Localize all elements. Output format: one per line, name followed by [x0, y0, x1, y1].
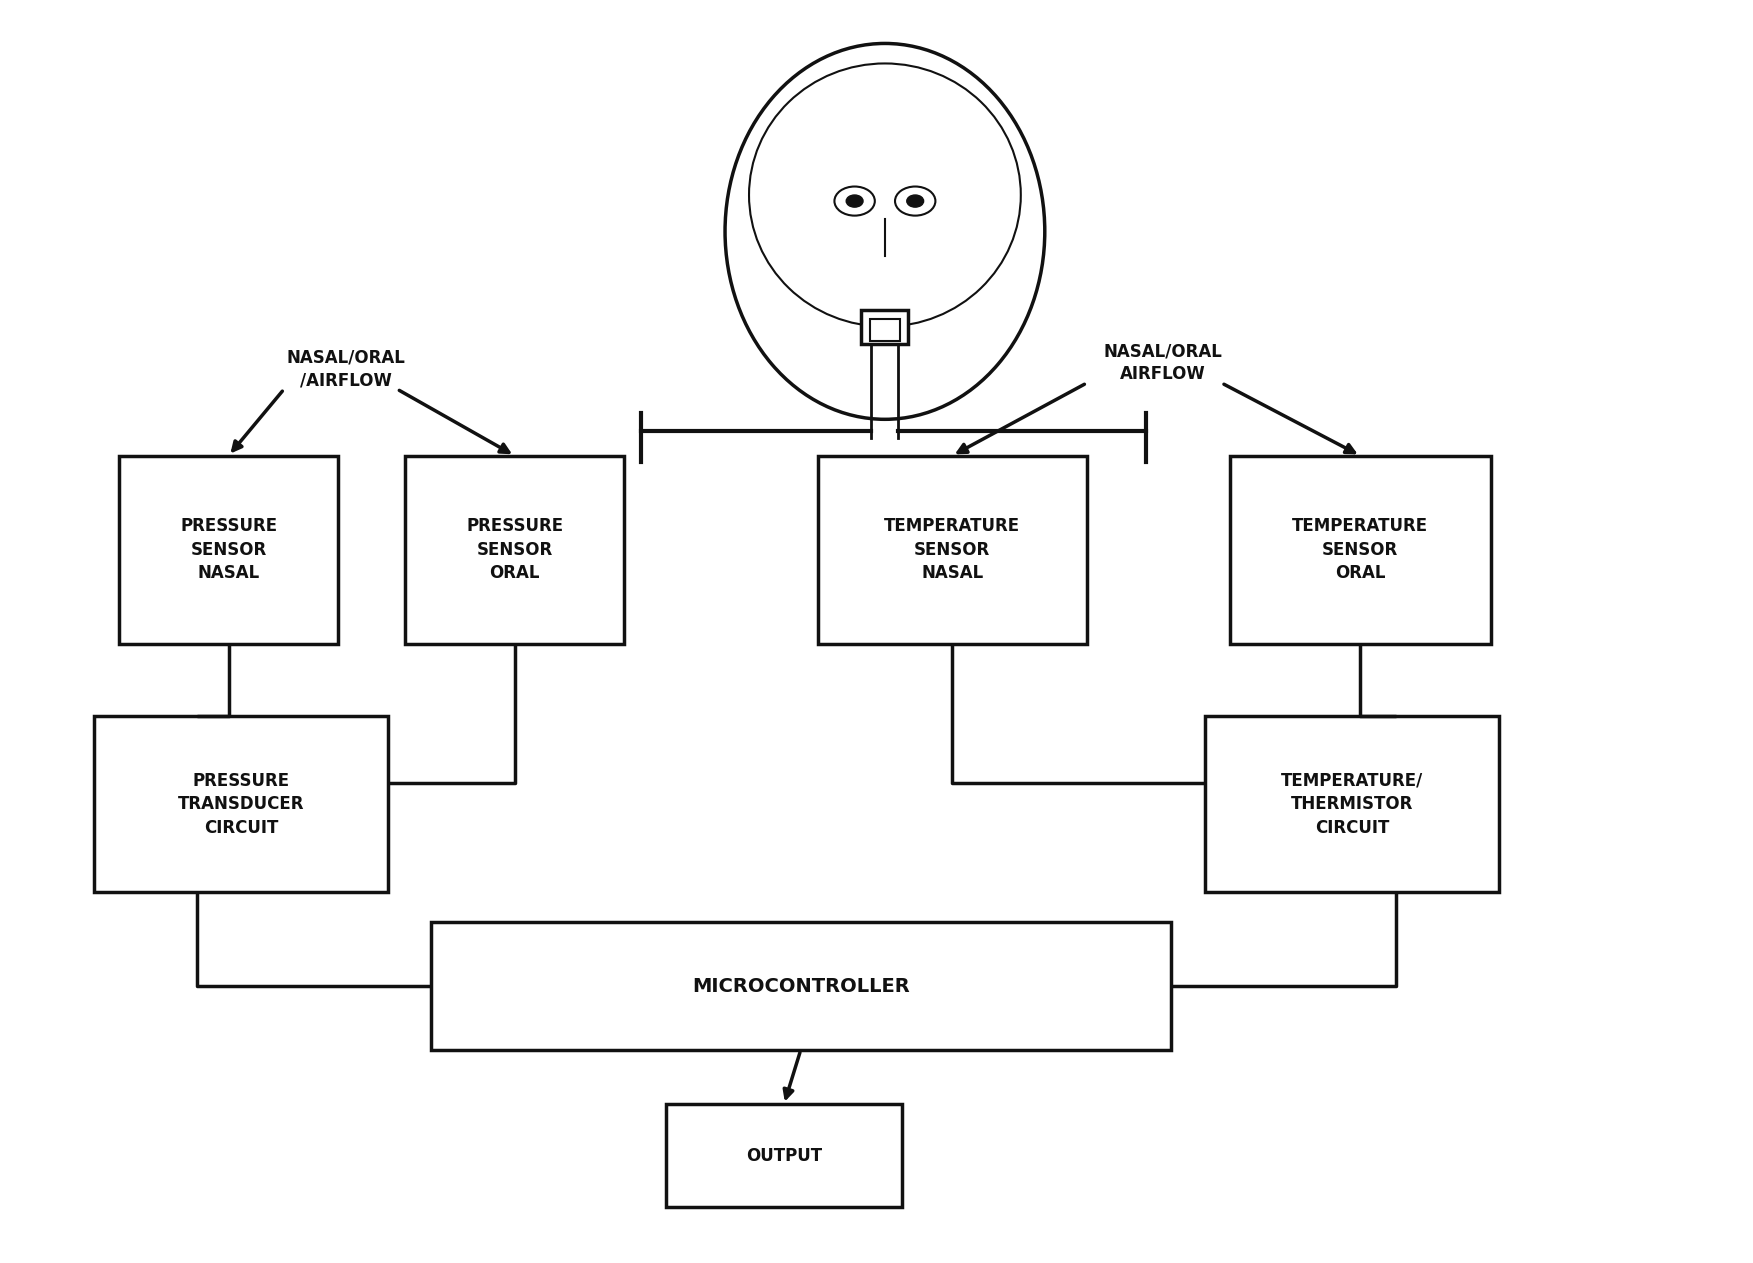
Circle shape: [896, 187, 936, 216]
Text: NASAL/ORAL
/AIRFLOW: NASAL/ORAL /AIRFLOW: [287, 349, 407, 389]
Bar: [817, 456, 1087, 644]
Text: TEMPERATURE/
THERMISTOR
CIRCUIT: TEMPERATURE/ THERMISTOR CIRCUIT: [1281, 772, 1423, 837]
Ellipse shape: [749, 63, 1020, 327]
Bar: [405, 456, 624, 644]
Bar: [1204, 716, 1499, 892]
Text: PRESSURE
TRANSDUCER
CIRCUIT: PRESSURE TRANSDUCER CIRCUIT: [179, 772, 305, 837]
Bar: [431, 922, 1171, 1050]
Bar: [119, 456, 338, 644]
Circle shape: [906, 195, 924, 207]
Text: PRESSURE
SENSOR
ORAL: PRESSURE SENSOR ORAL: [466, 517, 563, 582]
Circle shape: [847, 195, 862, 207]
Bar: [869, 318, 899, 341]
Text: MICROCONTROLLER: MICROCONTROLLER: [692, 976, 910, 995]
Text: OUTPUT: OUTPUT: [745, 1147, 822, 1164]
Text: NASAL/ORAL
AIRFLOW: NASAL/ORAL AIRFLOW: [1103, 342, 1222, 383]
Bar: [861, 311, 908, 344]
Text: PRESSURE
SENSOR
NASAL: PRESSURE SENSOR NASAL: [181, 517, 277, 582]
Text: TEMPERATURE
SENSOR
NASAL: TEMPERATURE SENSOR NASAL: [884, 517, 1020, 582]
Circle shape: [834, 187, 875, 216]
Ellipse shape: [726, 43, 1045, 419]
Bar: [1231, 456, 1490, 644]
Text: TEMPERATURE
SENSOR
ORAL: TEMPERATURE SENSOR ORAL: [1292, 517, 1429, 582]
Bar: [666, 1104, 901, 1207]
Bar: [95, 716, 389, 892]
